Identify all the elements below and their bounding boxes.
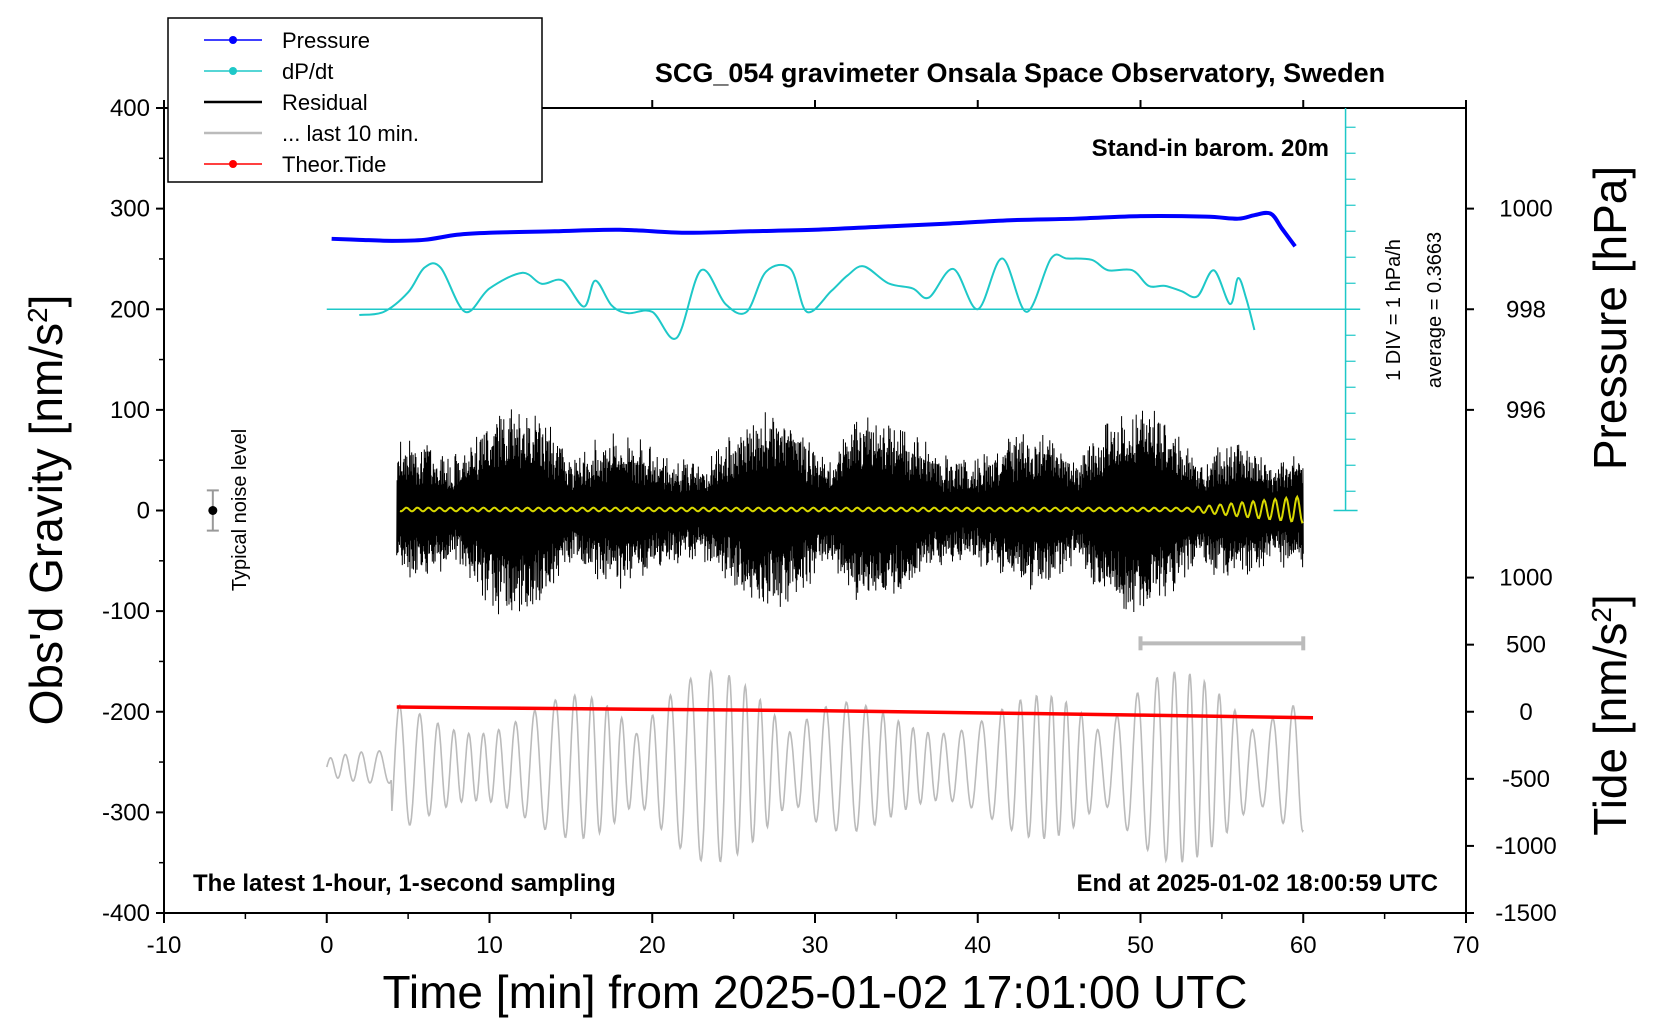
noise-point xyxy=(208,506,218,515)
tide-axis-label-close: ] xyxy=(1584,594,1636,607)
legend-label: dP/dt xyxy=(282,59,333,84)
scale-note: 1 DIV = 1 hPa/h xyxy=(1383,239,1405,381)
theoretical-tide-series xyxy=(396,705,1314,720)
legend: Pressure dP/dt Residual ... last 10 min. The… xyxy=(167,17,543,183)
barometer-note: Stand-in barom. 20m xyxy=(1092,135,1329,162)
tide-tick-label: -500 xyxy=(1502,766,1550,793)
tide-tick-label: 500 xyxy=(1506,632,1546,659)
pressure-line xyxy=(331,210,1297,248)
y-tick-label: -400 xyxy=(102,900,150,927)
axis-ticks: -10 0 10 20 30 40 50 60 704003002001000-100-200-… xyxy=(102,95,1557,959)
tide-tick-label: -1500 xyxy=(1495,900,1556,927)
x-tick-label: 60 xyxy=(1290,932,1317,959)
legend-label: Theor.Tide xyxy=(282,152,386,177)
legend-box xyxy=(167,17,543,183)
x-tick-label: 0 xyxy=(320,932,333,959)
dpdt-series xyxy=(359,253,1256,340)
residual-series xyxy=(396,409,1304,615)
x-tick-label: 50 xyxy=(1127,932,1154,959)
y-tick-label: -300 xyxy=(102,799,150,826)
noise-level-label: Typical noise level xyxy=(229,429,251,591)
y-axis-label-close: ] xyxy=(20,295,72,308)
y-tick-label: 400 xyxy=(110,95,150,122)
tide-line xyxy=(396,705,1314,720)
pressure-tick-label: 1000 xyxy=(1499,196,1552,223)
x-tick-label: 20 xyxy=(639,932,666,959)
tide-axis-label: Tide [nm/s2] xyxy=(1584,594,1636,835)
residual-line xyxy=(396,409,1304,615)
x-axis-label: Time [min] from 2025-01-02 17:01:00 UTC xyxy=(383,966,1248,1018)
pressure-tick-label: 996 xyxy=(1506,397,1546,424)
chart-annotations xyxy=(206,108,1361,651)
residual-smoothed-series xyxy=(399,494,1304,524)
x-tick-label: 40 xyxy=(964,932,991,959)
y-axis-label-sup: 2 xyxy=(22,307,53,323)
y-tick-label: 300 xyxy=(110,196,150,223)
residual-smoothed-line xyxy=(399,494,1304,524)
average-note: average = 0.3663 xyxy=(1424,232,1446,388)
y-tick-label: -200 xyxy=(102,699,150,726)
last-10-min-series xyxy=(326,669,1304,864)
tide-tick-label: 1000 xyxy=(1499,565,1552,592)
legend-label: ... last 10 min. xyxy=(282,121,419,146)
tide-tick-label: 0 xyxy=(1519,699,1532,726)
y-axis-label-main: Obs'd Gravity [nm/s xyxy=(20,323,72,725)
chart-title: SCG_054 gravimeter Onsala Space Observat… xyxy=(655,58,1385,88)
x-tick-label: 10 xyxy=(476,932,503,959)
legend-label: Pressure xyxy=(282,28,370,53)
y-tick-label: 0 xyxy=(137,498,150,525)
x-tick-label: -10 xyxy=(147,932,182,959)
tide-axis-label-sup: 2 xyxy=(1586,607,1617,623)
legend-marker xyxy=(229,67,237,75)
end-time-note: End at 2025-01-02 18:00:59 UTC xyxy=(1077,870,1439,897)
y-axis-label: Obs'd Gravity [nm/s2] xyxy=(20,295,72,726)
x-tick-label: 30 xyxy=(802,932,829,959)
x-tick-label: 70 xyxy=(1453,932,1480,959)
y-tick-label: 200 xyxy=(110,296,150,323)
last10-line xyxy=(326,669,1304,864)
dpdt-line xyxy=(359,253,1256,340)
tide-tick-label: -1000 xyxy=(1495,833,1556,860)
pressure-axis-label: Pressure [hPa] xyxy=(1584,166,1636,470)
y-tick-label: -100 xyxy=(102,598,150,625)
pressure-tick-label: 998 xyxy=(1506,296,1546,323)
pressure-series xyxy=(331,210,1297,248)
sampling-note: The latest 1-hour, 1-second sampling xyxy=(193,870,616,897)
legend-marker xyxy=(229,160,237,168)
y-tick-label: 100 xyxy=(110,397,150,424)
tide-axis-label-main: Tide [nm/s xyxy=(1584,623,1636,836)
legend-label: Residual xyxy=(282,90,368,115)
legend-marker xyxy=(229,36,237,44)
